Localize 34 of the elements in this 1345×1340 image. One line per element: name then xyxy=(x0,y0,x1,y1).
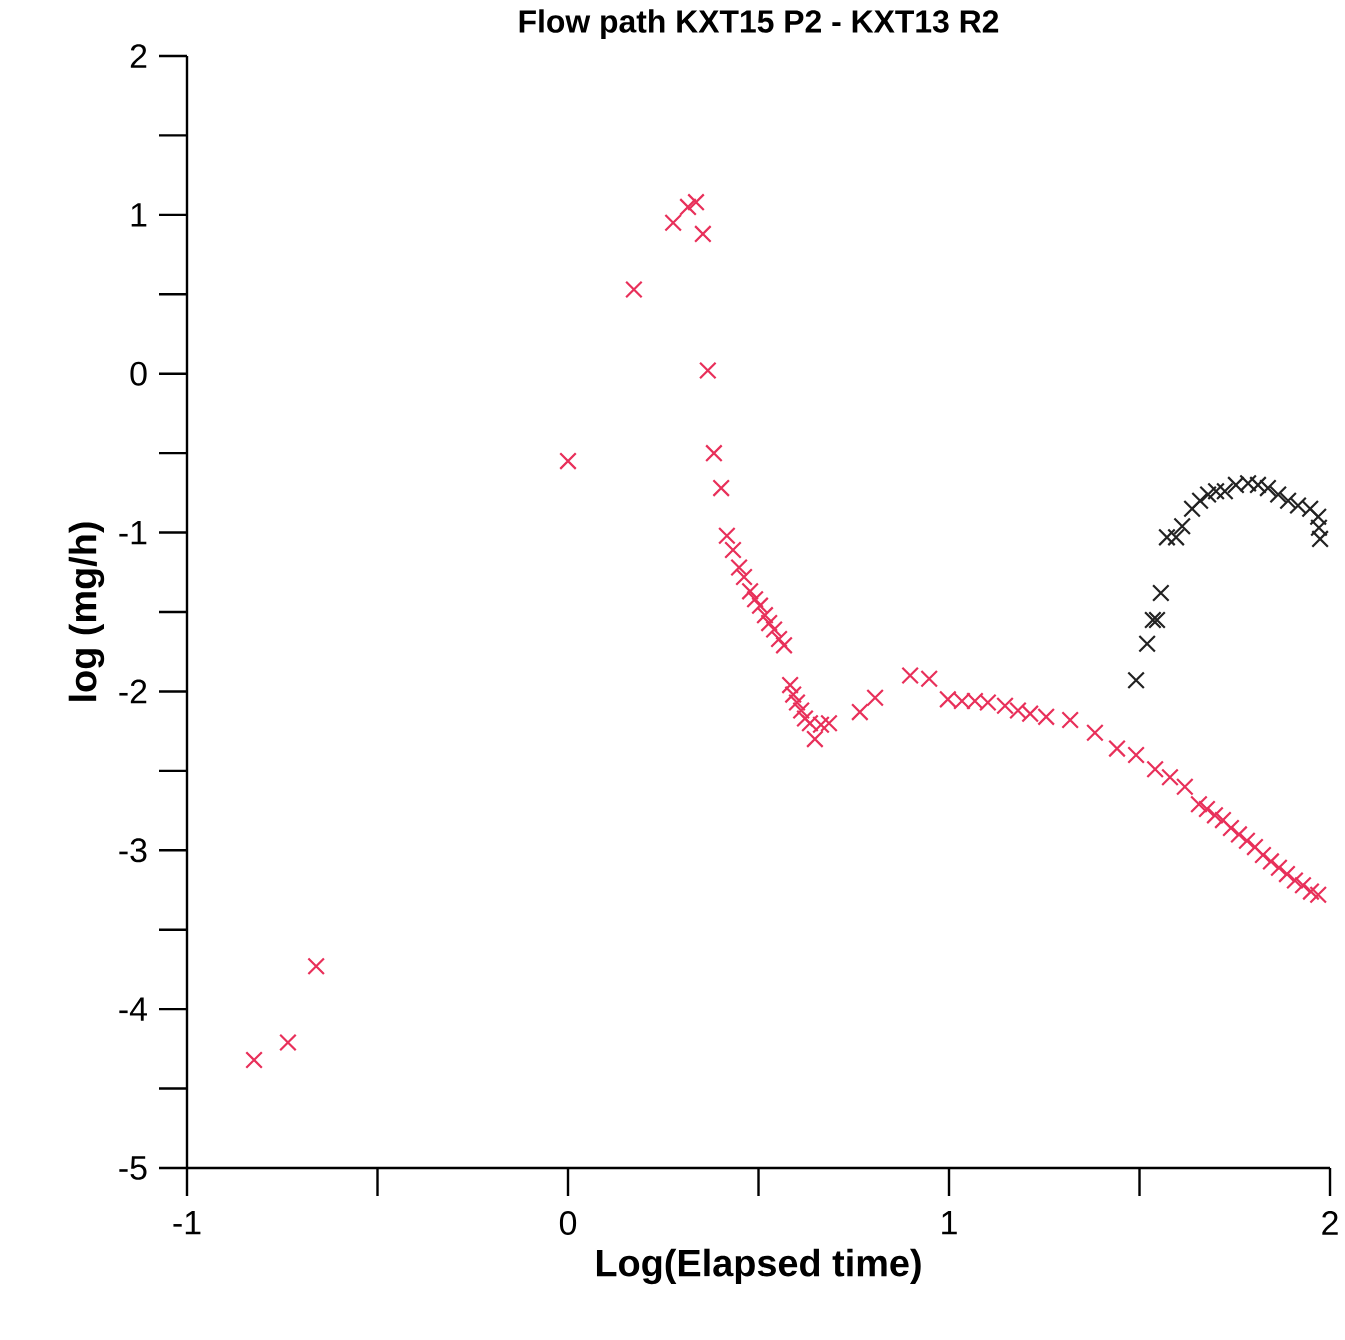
point xyxy=(1127,671,1145,690)
point xyxy=(1207,482,1225,501)
x-tick-label: -1 xyxy=(173,1211,201,1235)
y-tick-label: -3 xyxy=(119,838,147,863)
y-tick-label: 2 xyxy=(130,44,147,68)
y-axis-title: log (mg/h) xyxy=(68,522,105,701)
point xyxy=(1289,496,1307,515)
point xyxy=(1269,485,1288,504)
y-tick-label: -5 xyxy=(119,1156,147,1180)
point xyxy=(1183,499,1201,518)
point xyxy=(1301,499,1320,518)
point xyxy=(1191,491,1209,510)
y-tick-label: -1 xyxy=(119,520,147,545)
point xyxy=(1309,507,1328,526)
x-tick-label: 1 xyxy=(942,1211,957,1235)
point xyxy=(1151,584,1170,602)
point xyxy=(1173,517,1192,536)
point xyxy=(1279,491,1297,510)
y-tick-label: -2 xyxy=(119,679,147,704)
y-tick-label: 0 xyxy=(130,361,147,386)
y-tick-label: 1 xyxy=(131,203,147,227)
point xyxy=(1249,476,1267,494)
point xyxy=(1158,528,1176,547)
point xyxy=(1259,479,1277,497)
y-tick-label: -4 xyxy=(119,997,147,1021)
x-tick-label: 0 xyxy=(559,1211,577,1236)
chart-title: Flow path KXT15 P2 - KXT13 R2 xyxy=(519,9,999,40)
point xyxy=(1310,518,1328,537)
x-axis-title: Log(Elapsed time) xyxy=(596,1248,921,1285)
point xyxy=(1311,530,1329,548)
point xyxy=(1143,611,1162,629)
point xyxy=(1167,528,1185,547)
point xyxy=(1138,634,1157,653)
x-tick-label: 2 xyxy=(1322,1211,1338,1235)
